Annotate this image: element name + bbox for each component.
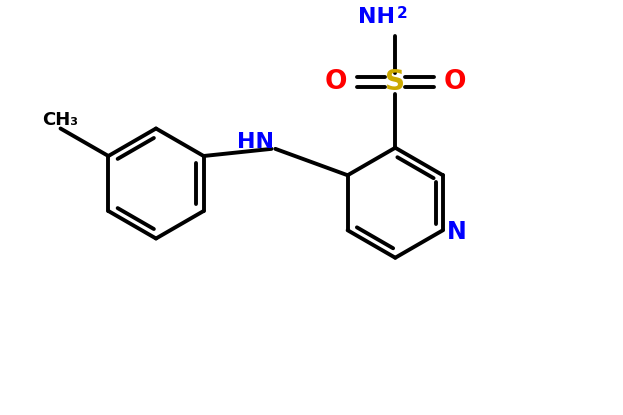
Text: O: O bbox=[325, 69, 347, 95]
Text: O: O bbox=[444, 69, 466, 95]
Text: S: S bbox=[385, 68, 405, 96]
Text: CH₃: CH₃ bbox=[42, 110, 78, 129]
Text: 2: 2 bbox=[397, 6, 408, 21]
Text: N: N bbox=[447, 220, 467, 244]
Text: HN: HN bbox=[237, 132, 274, 152]
Text: NH: NH bbox=[358, 7, 395, 27]
